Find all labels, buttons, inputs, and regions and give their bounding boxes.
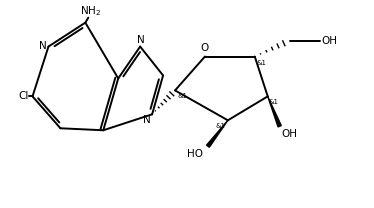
Text: OH: OH [282,129,298,139]
Text: &1: &1 [257,59,267,66]
Text: Cl: Cl [18,91,28,101]
Text: N: N [143,115,151,125]
Text: &1: &1 [269,99,279,105]
Text: NH$_2$: NH$_2$ [80,4,101,18]
Text: OH: OH [322,36,338,46]
Polygon shape [206,120,228,147]
Text: N: N [137,35,145,45]
Text: N: N [39,41,46,51]
Text: &1: &1 [216,123,226,129]
Text: O: O [201,42,209,53]
Text: &1: &1 [177,93,187,99]
Polygon shape [268,96,281,127]
Text: HO: HO [187,149,203,159]
